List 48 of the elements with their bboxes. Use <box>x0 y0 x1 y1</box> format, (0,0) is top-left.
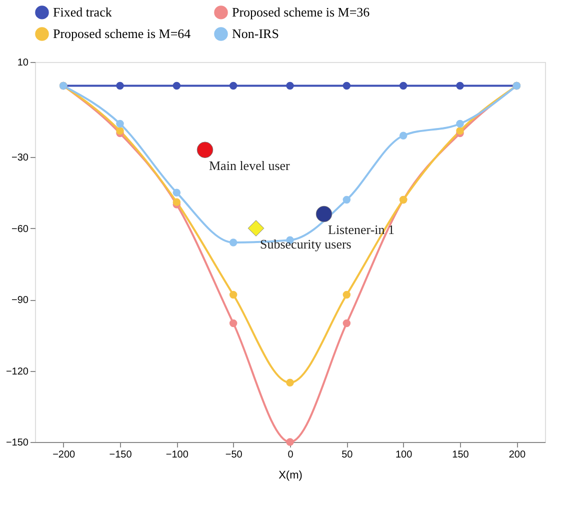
x-tick-label: −100 <box>166 450 189 460</box>
point <box>248 220 264 236</box>
legend-label: Fixed track <box>53 4 112 20</box>
x-tick-label: 100 <box>395 450 413 460</box>
x-tick-label: 200 <box>508 450 526 460</box>
x-tick-label: −200 <box>52 450 76 460</box>
y-tick-label: 10 <box>17 58 29 68</box>
legend-label: Proposed scheme is M=36 <box>232 4 370 20</box>
point <box>286 82 294 90</box>
y-tick-label: −150 <box>6 438 29 448</box>
point <box>229 319 238 328</box>
x-tick-label: 150 <box>452 450 470 460</box>
point <box>342 82 351 90</box>
x-axis-title: X(m) <box>278 470 302 482</box>
point <box>286 438 294 446</box>
point <box>229 238 238 246</box>
x-tick-label: 0 <box>288 450 294 460</box>
point <box>116 120 124 128</box>
point <box>286 378 294 386</box>
x-tick-label: −50 <box>225 450 243 460</box>
point <box>316 206 332 222</box>
annotation: Listener-in 1 <box>328 222 395 237</box>
point <box>456 82 464 90</box>
point <box>229 82 238 90</box>
point <box>342 196 351 204</box>
point <box>456 120 464 128</box>
point <box>342 319 351 328</box>
y-tick-label: −90 <box>12 295 29 306</box>
point <box>116 82 124 90</box>
annotation: Main level user <box>209 158 291 173</box>
point <box>229 290 238 299</box>
y-tick-label: −30 <box>12 152 29 164</box>
point <box>172 198 181 206</box>
legend-label: Proposed scheme is M=64 <box>53 26 192 41</box>
point <box>399 82 408 90</box>
y-tick-label: −60 <box>12 224 29 235</box>
point <box>172 188 181 196</box>
point <box>456 127 464 135</box>
point <box>172 82 181 90</box>
point <box>116 127 124 135</box>
y-tick-label: −120 <box>6 366 29 378</box>
x-tick-label: −150 <box>109 450 132 460</box>
point <box>399 132 408 140</box>
point <box>342 290 351 299</box>
x-tick-label: 50 <box>342 450 354 460</box>
point <box>196 142 214 158</box>
legend-label: Non-IRS <box>232 26 279 41</box>
annotation: Subsecurity users <box>260 236 352 252</box>
